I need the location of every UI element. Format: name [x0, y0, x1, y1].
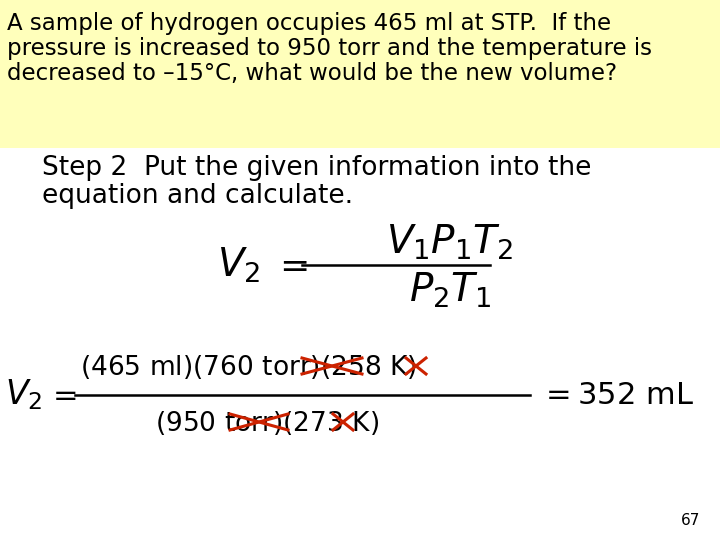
Text: $= 352\ \mathrm{mL}$: $= 352\ \mathrm{mL}$ [540, 381, 694, 409]
Text: $V_2$: $V_2$ [5, 377, 42, 413]
Text: A sample of hydrogen occupies 465 ml at STP.  If the: A sample of hydrogen occupies 465 ml at … [7, 12, 611, 35]
Text: $(465\ \mathrm{ml})(760\ \mathrm{torr})(258\ \mathrm{K})$: $(465\ \mathrm{ml})(760\ \mathrm{torr})(… [80, 353, 417, 381]
Text: $(950\ \mathrm{torr})(273\ \mathrm{K})$: $(950\ \mathrm{torr})(273\ \mathrm{K})$ [155, 409, 379, 437]
Text: pressure is increased to 950 torr and the temperature is: pressure is increased to 950 torr and th… [7, 37, 652, 60]
Text: decreased to –15°C, what would be the new volume?: decreased to –15°C, what would be the ne… [7, 62, 617, 85]
Text: $\mathit{V}_1\mathit{P}_1\mathit{T}_2$: $\mathit{V}_1\mathit{P}_1\mathit{T}_2$ [387, 222, 513, 262]
Text: 67: 67 [680, 513, 700, 528]
Text: Step 2  Put the given information into the: Step 2 Put the given information into th… [42, 155, 591, 181]
Text: $=$: $=$ [47, 381, 77, 409]
Text: $=$: $=$ [272, 248, 307, 282]
Text: $\mathit{P}_2\mathit{T}_1$: $\mathit{P}_2\mathit{T}_1$ [409, 271, 491, 309]
Text: $\mathit{V}_2$: $\mathit{V}_2$ [217, 245, 260, 285]
Text: equation and calculate.: equation and calculate. [42, 183, 353, 209]
